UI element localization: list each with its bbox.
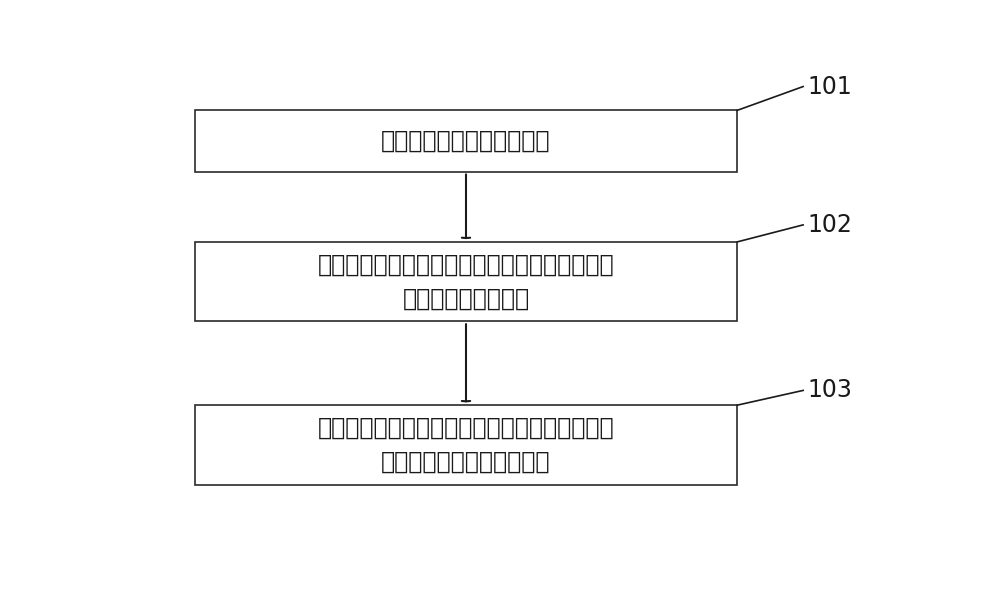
Text: 101: 101 <box>807 75 852 98</box>
Text: 测量钞票两端的悬臂梁挠度: 测量钞票两端的悬臂梁挠度 <box>381 129 551 153</box>
Text: 将该悬臂梁挠度作为弯曲挠度代入该关系公式，
计算得到该钞票的弹性模量: 将该悬臂梁挠度作为弯曲挠度代入该关系公式， 计算得到该钞票的弹性模量 <box>318 416 614 474</box>
Text: 103: 103 <box>807 378 852 402</box>
Bar <box>195 242 737 321</box>
Bar <box>195 405 737 485</box>
Text: 通过数据拟合方法拟合出钞票的弹性模量与弯曲
挠度之间的关系公式: 通过数据拟合方法拟合出钞票的弹性模量与弯曲 挠度之间的关系公式 <box>318 253 614 310</box>
Bar <box>195 110 737 171</box>
Text: 102: 102 <box>807 213 852 237</box>
